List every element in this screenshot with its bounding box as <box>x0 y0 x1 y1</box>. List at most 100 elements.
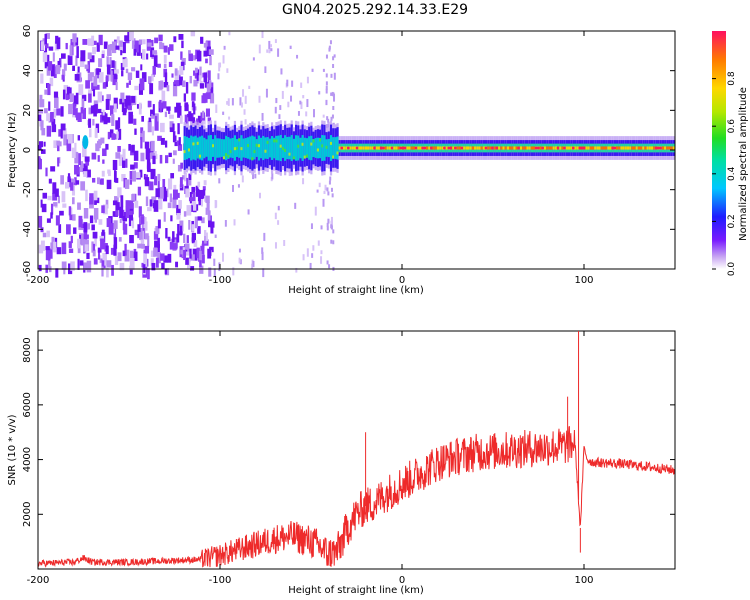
spectrogram-cell <box>330 116 333 121</box>
spectrogram-cell <box>87 52 92 60</box>
spectrogram-cell <box>239 97 242 106</box>
spectrogram-cell <box>254 173 257 179</box>
colorbar-tick-label: 0.4 <box>727 166 737 181</box>
spectrogram-band-peak <box>362 146 365 150</box>
spectrogram-cell <box>181 40 184 49</box>
spectrogram-cell <box>106 260 112 268</box>
spectrogram-cell <box>241 175 244 183</box>
spectrogram-cell <box>170 173 175 179</box>
spectrogram-cell <box>72 214 76 221</box>
spectrogram-cell <box>126 82 129 88</box>
spectrogram-cell <box>295 267 298 273</box>
spectrogram-cell <box>119 206 124 219</box>
spectrogram-cell <box>303 155 306 159</box>
spectrogram-cell <box>106 94 111 101</box>
spectrogram-band-core <box>251 135 254 161</box>
spectrogram-cell <box>61 53 66 59</box>
spectrogram-cell <box>252 260 255 268</box>
spectrogram-cell <box>207 70 211 81</box>
spectrogram-cell <box>123 158 128 168</box>
spectrogram-cell <box>275 97 278 104</box>
spectrogram-cell <box>40 199 43 208</box>
spectrogram-cell <box>85 189 88 202</box>
spectrogram-cell <box>61 69 66 77</box>
spectrogram-cell <box>132 170 136 182</box>
spectrogram-band-peak <box>533 146 536 150</box>
spectrogram-cell <box>60 128 63 139</box>
spectrogram-cell <box>117 145 121 152</box>
y-tick-label: 2000 <box>22 502 33 527</box>
spectrogram-band-peak <box>476 146 479 150</box>
spectrogram-cell <box>326 187 329 192</box>
spectrogram-cell <box>268 40 271 49</box>
spectrogram-band-peak <box>377 146 381 150</box>
spectrogram-band-peak <box>445 146 448 150</box>
spectrogram-cell <box>265 88 268 98</box>
spectrogram-band-core <box>260 137 263 159</box>
spectrogram-cell <box>70 235 73 244</box>
spectrogram-cell <box>53 108 57 118</box>
spectrogram-cell <box>50 166 56 172</box>
spectrogram-cell <box>165 155 169 164</box>
spectrogram-band-core <box>242 138 245 158</box>
spectrogram-band-core <box>321 135 324 161</box>
spectrogram-cell <box>153 150 157 156</box>
spectrogram-cell <box>62 89 66 100</box>
spectrogram-band-core <box>207 135 210 161</box>
spectrogram-cell <box>173 36 177 43</box>
spectrogram-cell <box>330 92 333 96</box>
spectrogram-cell <box>121 70 124 77</box>
spectrogram-cell <box>49 77 54 87</box>
spectrogram-cell <box>140 127 144 134</box>
spectrogram-cell <box>122 221 126 231</box>
spectrogram-cell <box>45 45 48 53</box>
spectrogram-cell <box>302 254 305 261</box>
spectrogram-band-peak <box>432 146 435 150</box>
spectrogram-band-peak <box>642 146 645 150</box>
spectrogram-band-peak <box>524 146 527 150</box>
spectrogram-cell <box>96 42 100 52</box>
spectrogram-cell <box>186 205 192 216</box>
spectrogram-cell <box>82 107 87 120</box>
spectrogram-band-peak <box>410 146 413 150</box>
colorbar-tick-label: 0.0 <box>727 262 737 277</box>
spectrogram-cell <box>266 140 269 144</box>
spectrogram-cell <box>78 215 83 228</box>
spectrogram-cell <box>44 33 47 45</box>
spectrogram-cell <box>133 118 137 125</box>
spectrogram-cell <box>110 60 115 68</box>
spectrogram-cell <box>169 44 174 51</box>
spectrogram-cell <box>191 224 195 232</box>
spectrogram-cell <box>195 188 200 197</box>
spectrogram-cell <box>190 266 195 271</box>
spectrogram-cell <box>134 85 139 91</box>
spectrogram-cell <box>90 105 95 114</box>
spectrogram-band-peak <box>552 146 555 150</box>
spectrogram-band-peak <box>406 146 409 150</box>
spectrogram-band-peak <box>353 146 357 150</box>
spectrogram-cell <box>310 223 313 230</box>
spectrogram-cell <box>198 200 201 206</box>
spectrogram-band-peak <box>561 146 564 150</box>
spectrogram-cell <box>194 67 198 73</box>
spectrogram-cell <box>93 40 97 45</box>
spectrogram-cell <box>309 262 312 269</box>
spectrogram-cell <box>118 42 123 51</box>
spectrogram-cell <box>194 216 198 229</box>
spectrogram-cell <box>140 152 145 162</box>
spectrogram-cell <box>101 259 106 269</box>
spectrogram-band-peak <box>439 146 442 150</box>
spectrogram-band-peak <box>618 146 621 150</box>
spectrogram-cell <box>202 93 208 103</box>
spectrogram-cell <box>141 72 147 82</box>
spectrogram-cell <box>45 33 50 39</box>
spectrogram-band-core <box>336 136 339 160</box>
spectrogram-cell <box>127 72 133 81</box>
spectrogram-band-core <box>183 135 186 161</box>
spectrogram-cell <box>195 185 199 191</box>
spectrogram-cell <box>179 225 183 236</box>
spectrogram-band-peak <box>563 146 567 150</box>
spectrogram-band-peak <box>640 146 643 150</box>
spectrogram-cell <box>149 181 154 191</box>
x-tick-label: 100 <box>574 275 593 286</box>
